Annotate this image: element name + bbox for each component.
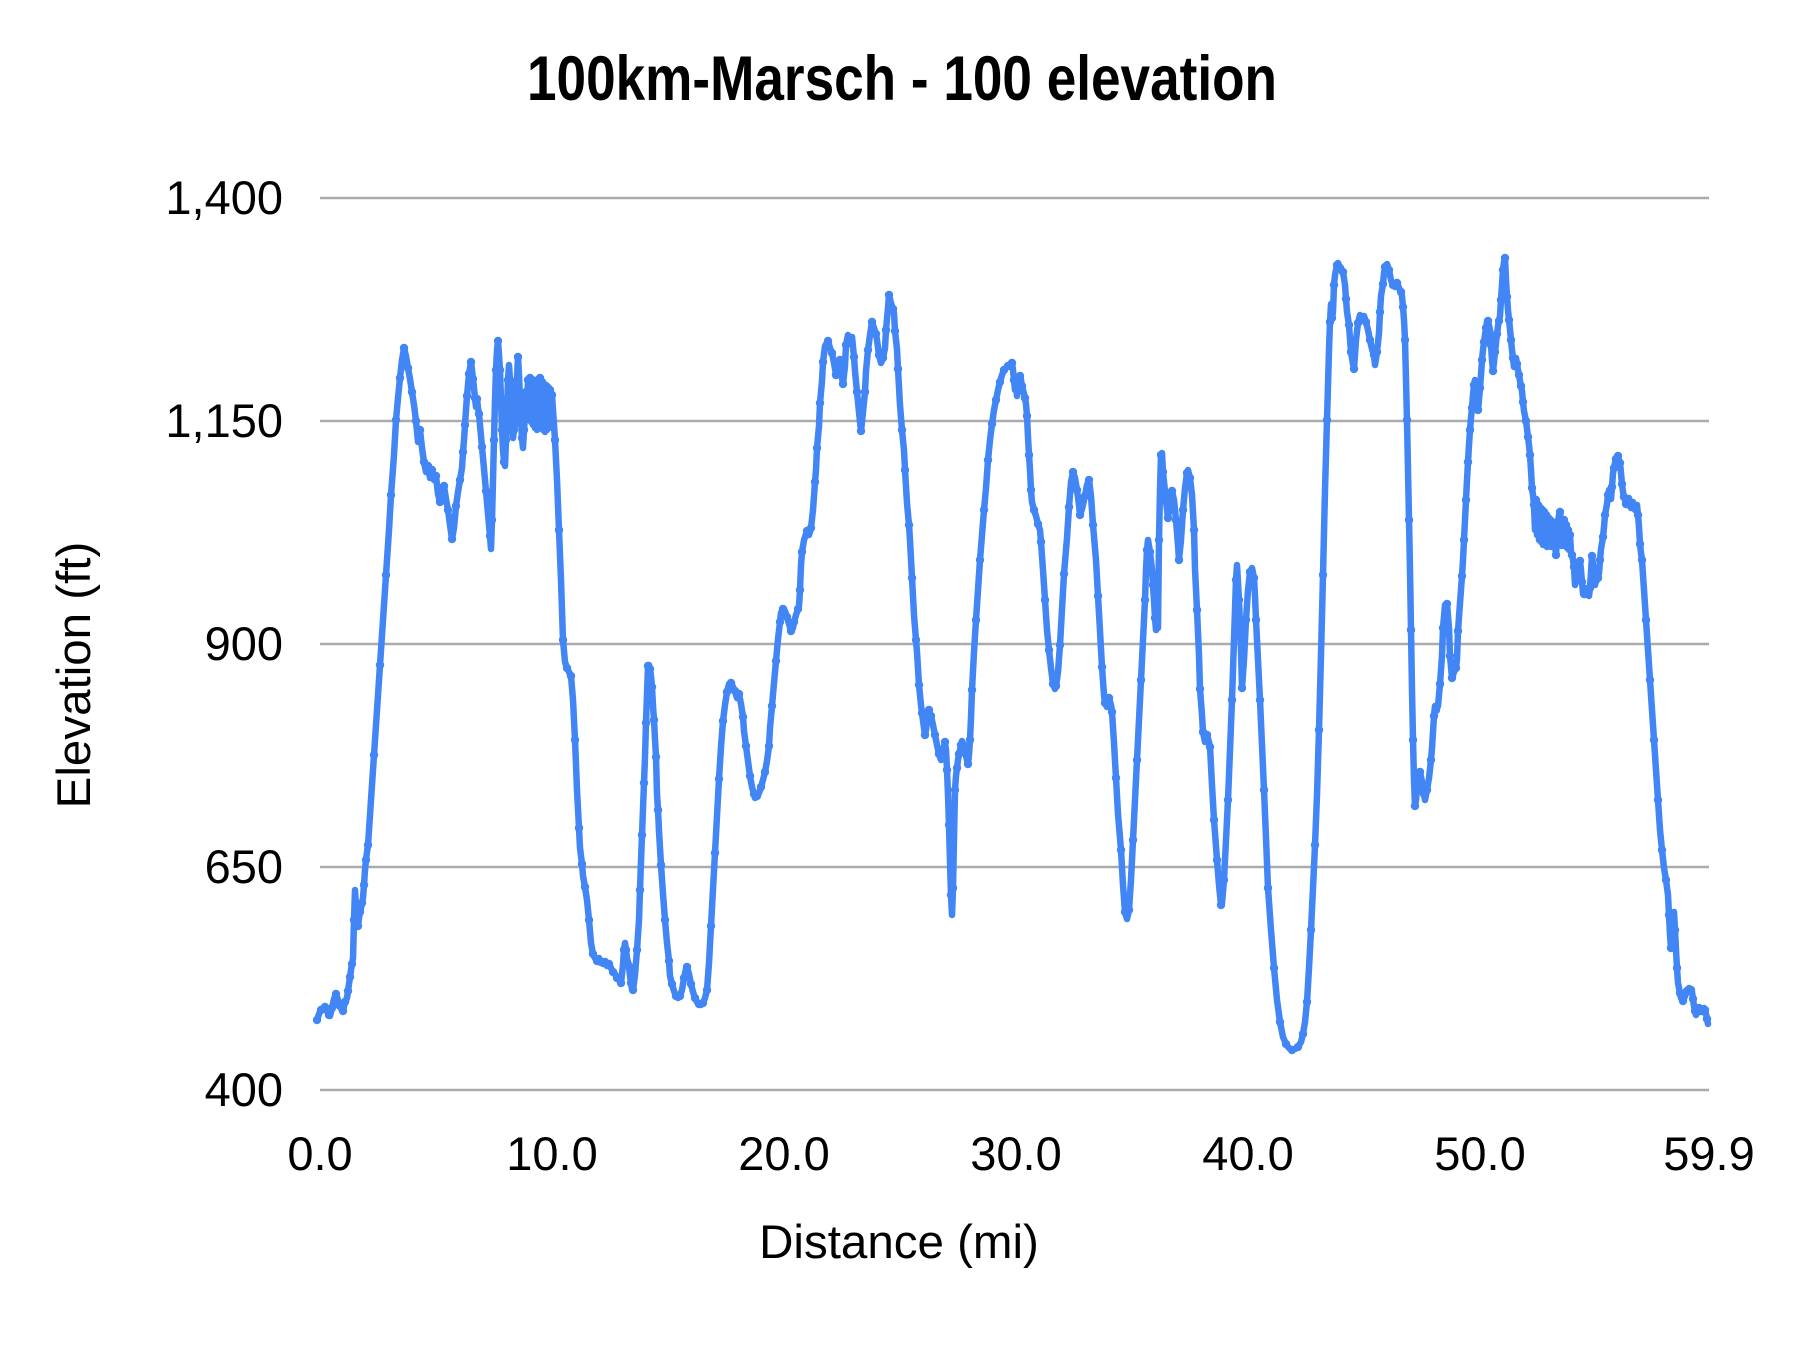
svg-text:Elevation (ft): Elevation (ft) [48, 542, 101, 809]
svg-text:Distance (mi): Distance (mi) [759, 1216, 1039, 1269]
svg-text:0.0: 0.0 [287, 1127, 352, 1180]
svg-text:900: 900 [205, 617, 283, 670]
svg-text:10.0: 10.0 [506, 1127, 597, 1180]
svg-text:30.0: 30.0 [970, 1127, 1061, 1180]
svg-text:100km-Marsch - 100 elevation: 100km-Marsch - 100 elevation [527, 44, 1277, 114]
svg-text:20.0: 20.0 [738, 1127, 829, 1180]
svg-text:1,400: 1,400 [165, 171, 283, 224]
svg-text:400: 400 [205, 1063, 283, 1116]
svg-text:59.9: 59.9 [1663, 1127, 1754, 1180]
svg-text:40.0: 40.0 [1202, 1127, 1293, 1180]
svg-text:650: 650 [205, 840, 283, 893]
svg-text:50.0: 50.0 [1434, 1127, 1525, 1180]
svg-text:1,150: 1,150 [165, 394, 283, 447]
